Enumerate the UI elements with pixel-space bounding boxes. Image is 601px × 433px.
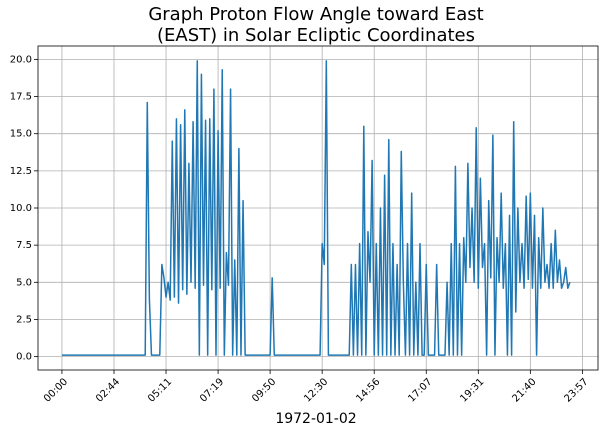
y-tick-label: 5.0 (16, 277, 32, 288)
y-tick-label: 0.0 (16, 352, 32, 363)
y-tick-label: 20.0 (10, 54, 32, 65)
y-tick-label: 7.5 (16, 240, 32, 251)
data-line (61, 60, 571, 356)
y-tick-label: 17.5 (10, 92, 32, 103)
y-tick-label: 12.5 (10, 166, 32, 177)
plot-frame (37, 45, 599, 371)
chart-title: (EAST) in Solar Ecliptic Coordinates (157, 25, 475, 46)
chart-title: Graph Proton Flow Angle toward East (148, 4, 483, 25)
y-tick-label: 2.5 (16, 314, 32, 325)
y-tick-label: 10.0 (10, 203, 32, 214)
y-tick-label: 15.0 (10, 129, 32, 140)
x-axis-label: 1972-01-02 (275, 411, 356, 427)
